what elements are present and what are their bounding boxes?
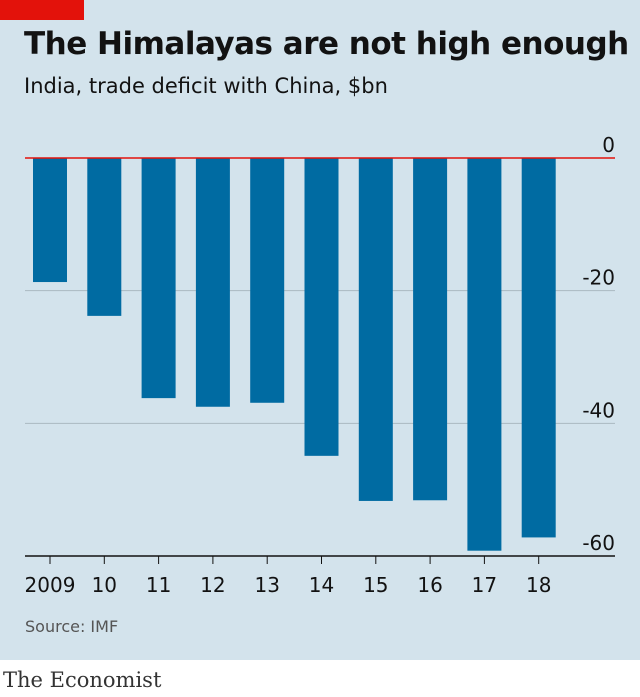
bar-chart: 0 -20 -40 -60 2009 10 11 12 13 14 15 16 17 18 [25,133,615,597]
x-tick-label: 10 [92,573,117,597]
bar [304,158,339,456]
bar [413,158,448,501]
x-tick-label: 13 [254,573,279,597]
y-tick-label: -60 [582,531,615,555]
bar [141,158,176,399]
x-tick-label: 14 [309,573,334,597]
bar [250,158,285,403]
bar [195,158,230,407]
x-tick-label: 2009 [25,573,76,597]
x-tick-label: 16 [417,573,442,597]
bar [358,158,393,501]
x-tick-label: 17 [472,573,497,597]
bar [33,158,67,283]
publisher-logo: The Economist [3,668,162,692]
source-note: Source: IMF [25,617,119,636]
x-tick-label: 18 [526,573,551,597]
bars [33,158,556,551]
axes: 0 -20 -40 -60 2009 10 11 12 13 14 15 16 17 18 [25,133,615,597]
chart-subtitle: India, trade deficit with China, $bn [24,74,388,98]
x-tick-label: 12 [200,573,225,597]
brand-tag [0,0,84,20]
x-tick-label: 15 [363,573,388,597]
bar [521,158,556,538]
bar [87,158,122,316]
bar [467,158,502,551]
y-tick-label: 0 [602,133,615,157]
y-tick-label: -20 [582,266,615,290]
y-tick-label: -40 [582,398,615,422]
chart-title: The Himalayas are not high enough [24,26,629,62]
x-tick-label: 11 [146,573,171,597]
